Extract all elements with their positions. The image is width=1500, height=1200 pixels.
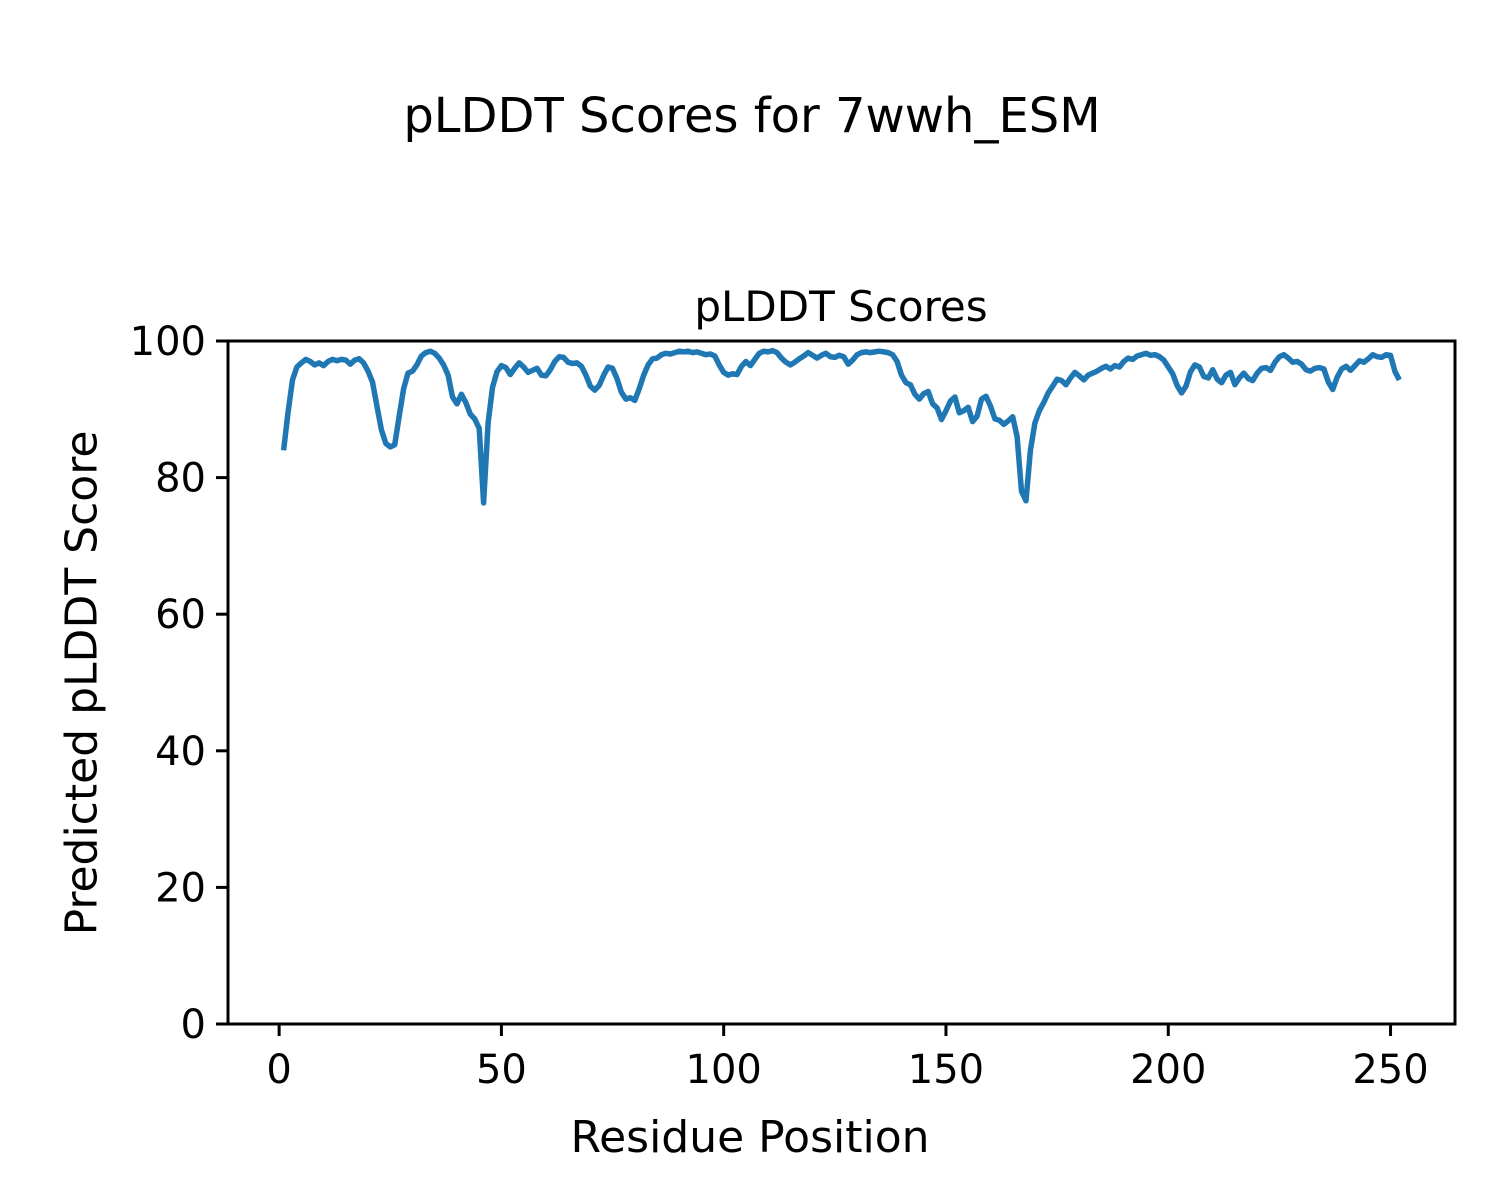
y-tick-label: 80 xyxy=(155,456,206,502)
plddt-line xyxy=(280,347,1402,506)
x-tick-label: 100 xyxy=(686,1047,762,1093)
x-tick-label: 200 xyxy=(1130,1047,1206,1093)
axes-title: pLDDT Scores xyxy=(694,282,988,331)
y-tick-label: 60 xyxy=(155,592,206,638)
figure-title: pLDDT Scores for 7wwh_ESM xyxy=(403,88,1101,144)
x-tick-label: 0 xyxy=(266,1047,291,1093)
x-tick-label: 50 xyxy=(476,1047,527,1093)
x-tick-label: 150 xyxy=(908,1047,984,1093)
x-tick-label: 250 xyxy=(1352,1047,1428,1093)
y-tick-label: 40 xyxy=(155,729,206,775)
y-tick-label: 0 xyxy=(181,1002,206,1048)
y-axis-label: Predicted pLDDT Score xyxy=(56,430,108,936)
y-tick-label: 20 xyxy=(155,865,206,911)
x-axis-label: Residue Position xyxy=(570,1112,930,1163)
y-tick-label: 100 xyxy=(130,319,206,365)
axes-frame xyxy=(226,339,1457,1026)
